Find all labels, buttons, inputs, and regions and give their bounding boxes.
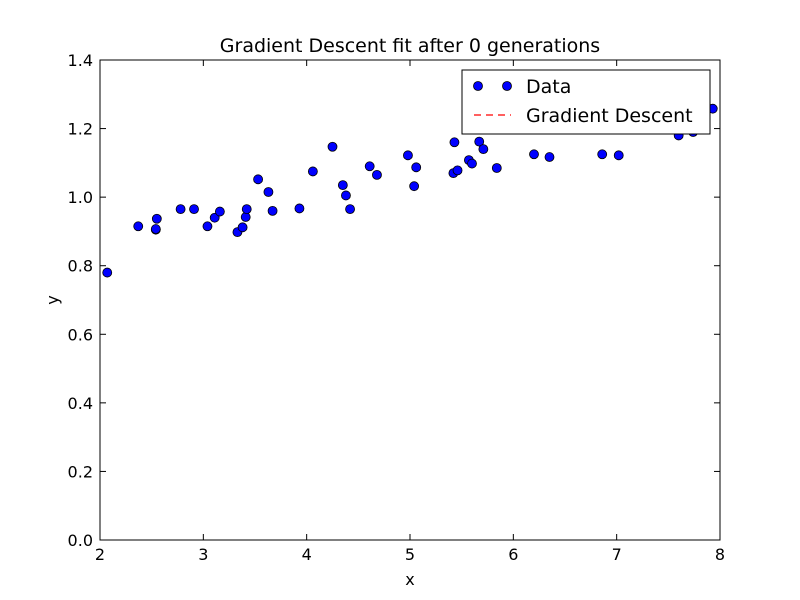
- data-point: [337, 180, 348, 191]
- data-point: [267, 205, 278, 216]
- x-tick-label: 8: [715, 545, 725, 564]
- data-point: [263, 187, 274, 197]
- data-point: [491, 163, 502, 173]
- data-point: [327, 141, 338, 152]
- data-point: [294, 203, 305, 214]
- data-point: [214, 206, 225, 217]
- x-tick-label: 6: [508, 545, 518, 564]
- data-point: [478, 144, 489, 155]
- data-point: [452, 165, 463, 176]
- y-tick-label: 0.4: [68, 394, 93, 413]
- data-point: [411, 162, 422, 173]
- data-point: [449, 137, 460, 148]
- data-point: [364, 161, 375, 172]
- chart-title: Gradient Descent fit after 0 generations: [220, 35, 600, 57]
- y-tick-label: 0.8: [68, 257, 93, 276]
- legend-box: [461, 69, 711, 135]
- legend-label-gradient-descent: Gradient Descent: [526, 105, 693, 127]
- x-axis-label: x: [405, 570, 414, 589]
- data-point: [307, 166, 318, 177]
- legend-marker-data: [473, 81, 483, 91]
- data-point: [597, 149, 608, 160]
- data-point: [237, 222, 248, 233]
- data-point: [613, 150, 624, 161]
- y-tick-label: 0.2: [68, 462, 93, 481]
- legend-item-gradient-descent: Gradient Descent: [474, 105, 693, 127]
- legend-marker-data: [502, 81, 512, 91]
- axes-frame: [99, 59, 721, 541]
- legend-item-data: Data: [473, 76, 571, 98]
- data-point: [341, 190, 351, 201]
- data-point: [345, 204, 355, 215]
- y-tick-label: 1.4: [68, 51, 93, 70]
- data-point: [202, 221, 213, 232]
- data-point: [175, 204, 186, 215]
- data-point: [102, 267, 113, 278]
- data-point: [253, 174, 264, 185]
- data-point: [151, 213, 162, 224]
- y-tick-label: 1.0: [68, 188, 93, 207]
- data-point: [189, 204, 199, 215]
- y-tick-label: 0.6: [68, 325, 93, 344]
- axis-ticks: 2 3 4 5 6 7 8 0.0 0.2 0.4 0.6 0.8 1.0 1.2 1.4: [68, 51, 726, 564]
- x-tick-label: 4: [302, 545, 312, 564]
- data-point: [403, 150, 413, 161]
- data-point: [474, 136, 485, 147]
- data-point: [409, 181, 420, 192]
- data-point: [241, 204, 252, 215]
- data-point: [544, 152, 555, 162]
- legend: Data Gradient Descent: [461, 69, 711, 135]
- data-point: [372, 169, 382, 180]
- y-tick-label: 1.2: [68, 120, 93, 139]
- x-tick-label: 3: [198, 545, 208, 564]
- y-tick-label: 0.0: [68, 531, 93, 550]
- x-tick-label: 5: [405, 545, 415, 564]
- data-point: [150, 224, 161, 234]
- data-point: [133, 221, 144, 232]
- data-points: [102, 103, 718, 278]
- data-point: [529, 149, 539, 160]
- y-axis-label: y: [43, 295, 62, 304]
- x-tick-label: 2: [95, 545, 105, 564]
- legend-label-data: Data: [526, 76, 571, 98]
- data-point: [467, 158, 477, 169]
- x-tick-label: 7: [612, 545, 622, 564]
